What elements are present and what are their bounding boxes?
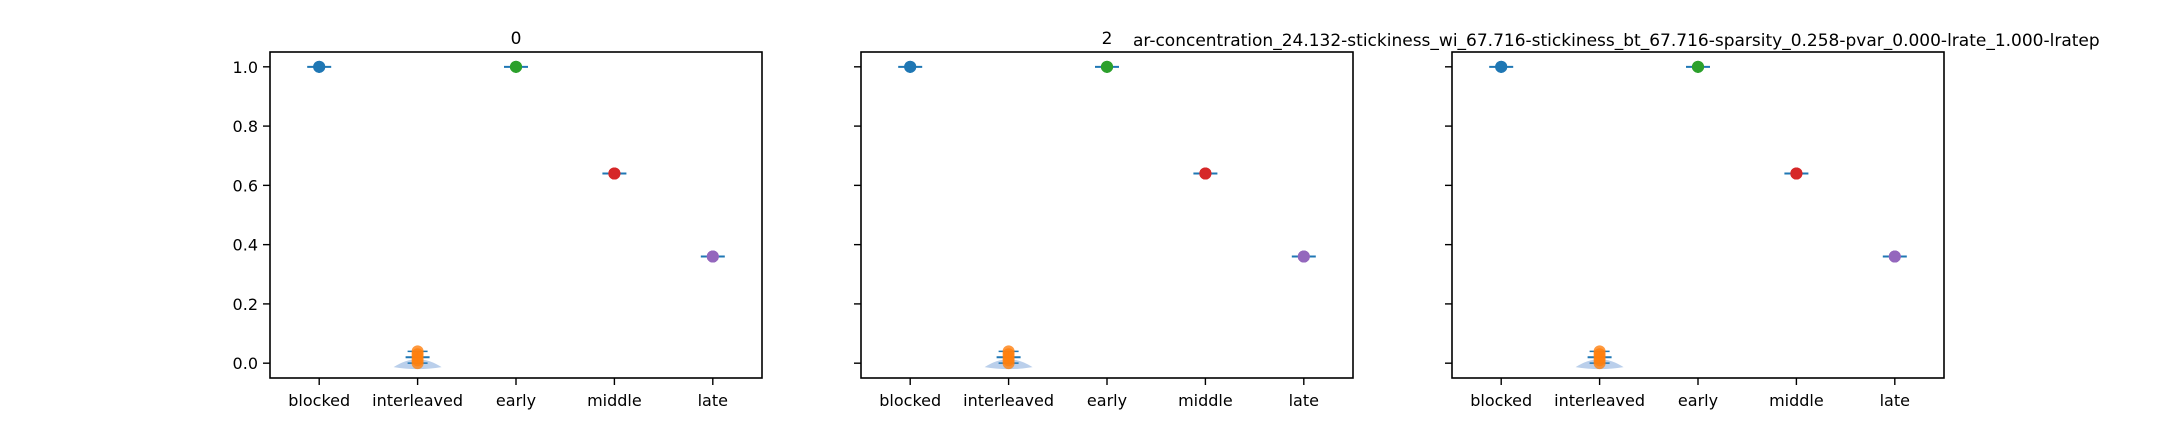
data-point xyxy=(904,60,917,73)
subplot-0: 0 0.0 0.2 0.4 0.6 0.8 1.0 blocked interleaved ear… xyxy=(233,29,763,410)
series-middle xyxy=(602,167,627,180)
x-tick-label-late: late xyxy=(1880,391,1910,410)
x-tick-label-interleaved: interleaved xyxy=(963,391,1054,410)
figure-title: ar-concentration_24.132-stickiness_wi_67… xyxy=(1133,31,2100,51)
subplot-1: 2 blocked interleaved early middle late xyxy=(854,29,1354,410)
data-point xyxy=(1002,345,1015,358)
data-point xyxy=(411,345,424,358)
x-tick-label-middle: middle xyxy=(1178,391,1233,410)
series-blocked xyxy=(307,60,332,73)
data-point xyxy=(608,167,621,180)
x-tick-label-interleaved: interleaved xyxy=(1554,391,1645,410)
data-point xyxy=(1199,167,1212,180)
data-point xyxy=(1495,60,1508,73)
data-point xyxy=(1593,345,1606,358)
x-tick-label-late: late xyxy=(1289,391,1319,410)
series-late xyxy=(1882,250,1907,263)
series-early xyxy=(1095,60,1119,73)
x-tick-label-middle: middle xyxy=(587,391,642,410)
x-tick-label-interleaved: interleaved xyxy=(372,391,463,410)
series-middle xyxy=(1784,167,1809,180)
data-point xyxy=(1692,60,1704,73)
y-tick-label: 1.0 xyxy=(233,58,258,77)
series-blocked xyxy=(898,60,923,73)
series-early xyxy=(1686,60,1710,73)
data-point xyxy=(313,60,326,73)
x-tick-label-early: early xyxy=(1678,391,1718,410)
y-tick-label: 0.0 xyxy=(233,354,258,373)
x-tick-label-blocked: blocked xyxy=(1470,391,1532,410)
series-late xyxy=(1291,250,1316,263)
x-tick-label-late: late xyxy=(698,391,728,410)
series-late xyxy=(700,250,725,263)
subplots-group: 0 0.0 0.2 0.4 0.6 0.8 1.0 blocked interleaved ear… xyxy=(233,29,1945,410)
data-point xyxy=(1297,250,1310,263)
x-tick-label-early: early xyxy=(496,391,536,410)
data-point xyxy=(510,60,522,73)
series-middle xyxy=(1193,167,1218,180)
y-tick-label: 0.6 xyxy=(233,176,258,195)
data-point xyxy=(1888,250,1901,263)
subplot-title: 2 xyxy=(1102,29,1113,49)
data-point xyxy=(1101,60,1113,73)
series-blocked xyxy=(1489,60,1514,73)
x-tick-label-blocked: blocked xyxy=(879,391,941,410)
series-interleaved xyxy=(984,345,1033,370)
y-tick-label: 0.2 xyxy=(233,295,258,314)
y-tick-label: 0.4 xyxy=(233,236,258,255)
subplot-title: 0 xyxy=(511,29,522,49)
subplot-2: blocked interleaved early middle late xyxy=(1445,51,1945,410)
series-interleaved xyxy=(393,345,442,370)
x-tick-label-blocked: blocked xyxy=(288,391,350,410)
x-tick-label-middle: middle xyxy=(1769,391,1824,410)
y-tick-label: 0.8 xyxy=(233,117,258,136)
data-point xyxy=(706,250,719,263)
series-early xyxy=(504,60,528,73)
data-point xyxy=(1790,167,1803,180)
x-tick-label-early: early xyxy=(1087,391,1127,410)
series-interleaved xyxy=(1575,345,1624,370)
